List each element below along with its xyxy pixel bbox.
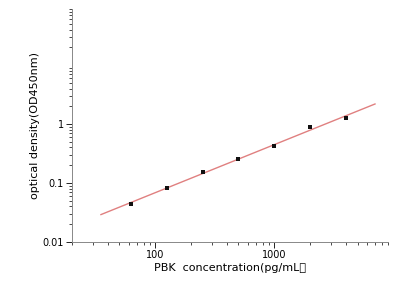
Point — [200, 169, 206, 174]
Point — [343, 116, 349, 121]
Point — [307, 124, 314, 129]
Point — [164, 186, 170, 190]
Point — [271, 144, 278, 149]
Point — [235, 156, 242, 161]
Y-axis label: optical density(OD450nm): optical density(OD450nm) — [30, 52, 40, 199]
Point — [128, 201, 134, 206]
X-axis label: PBK  concentration(pg/mL）: PBK concentration(pg/mL） — [154, 263, 306, 273]
